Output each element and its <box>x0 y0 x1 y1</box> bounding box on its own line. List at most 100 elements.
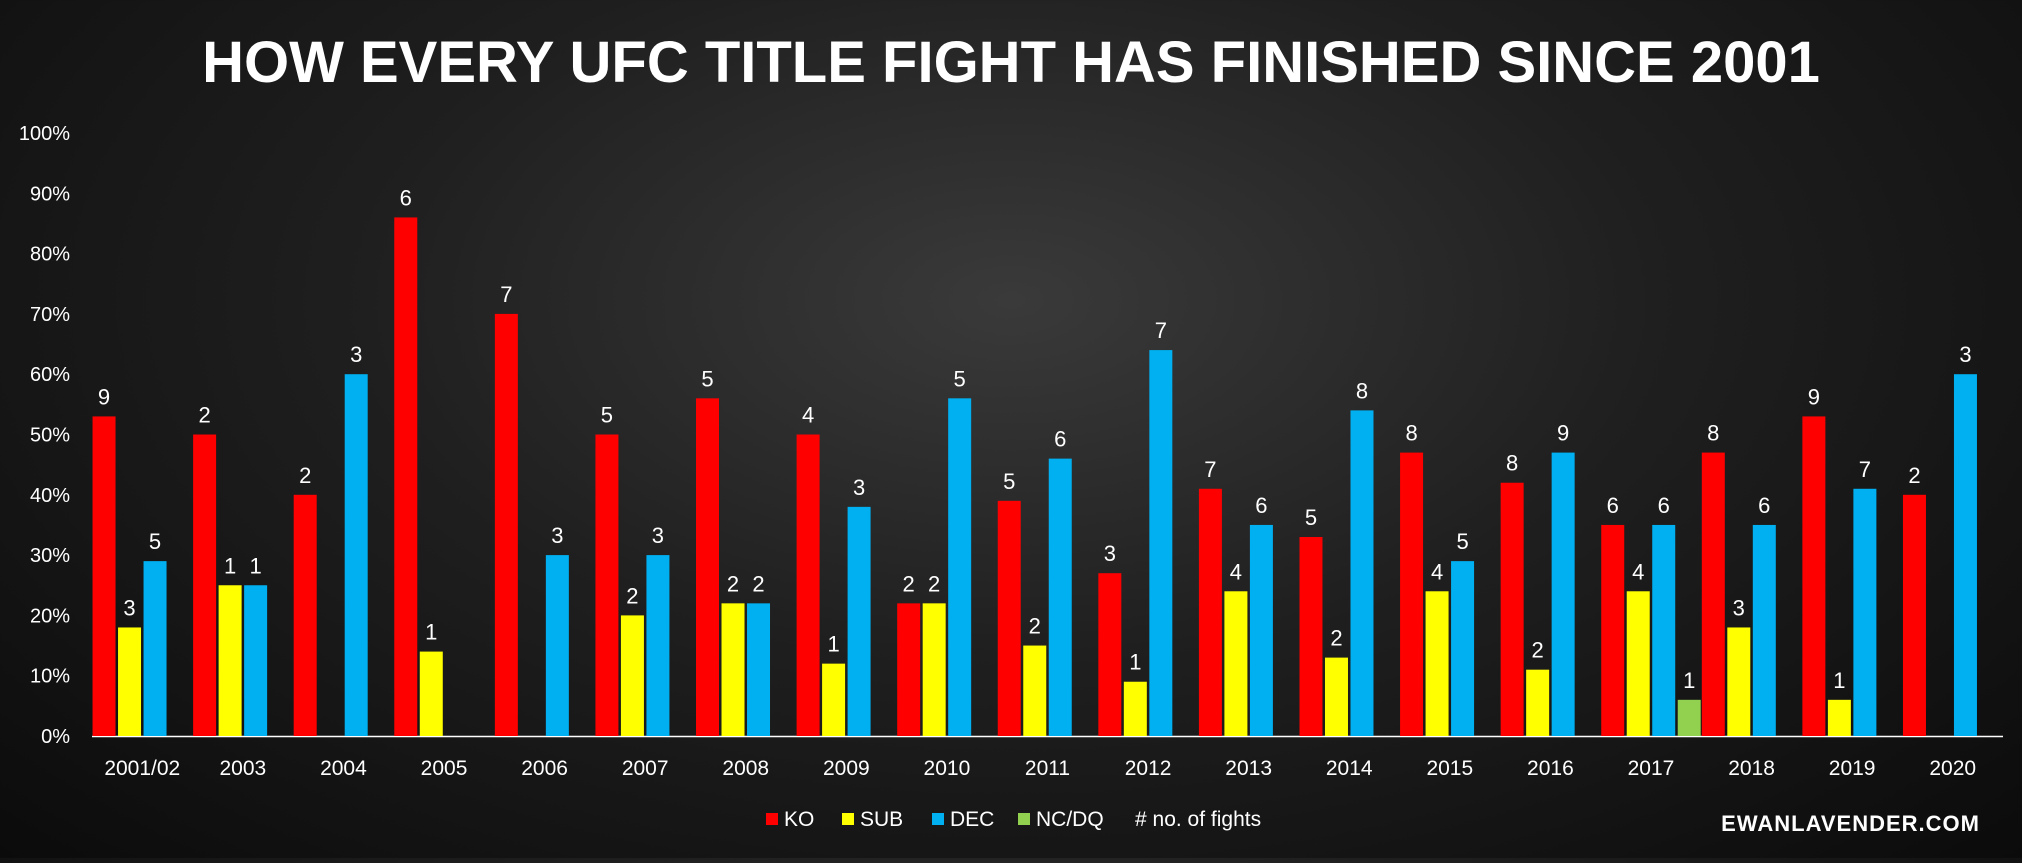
bar-ko <box>494 313 518 736</box>
data-label: 2 <box>1330 626 1342 651</box>
x-tick-label: 2013 <box>1225 757 1272 780</box>
data-label: 8 <box>1356 378 1368 403</box>
bar-sub <box>1224 591 1248 736</box>
data-label: 1 <box>827 632 839 657</box>
x-tick-label: 2008 <box>722 757 769 780</box>
bar-dec <box>143 561 167 736</box>
legend-swatch-ko <box>766 813 778 825</box>
bar-ko <box>92 416 116 736</box>
y-tick-label: 0% <box>41 726 70 748</box>
bar-ko <box>897 603 921 736</box>
x-tick-label: 2017 <box>1628 757 1675 780</box>
bar-dec <box>1752 524 1776 736</box>
x-tick-label: 2012 <box>1125 757 1172 780</box>
bar-sub <box>1827 699 1851 736</box>
bar-sub <box>1123 681 1147 736</box>
bar-dec <box>1350 410 1374 736</box>
data-label: 5 <box>149 529 161 554</box>
data-label: 2 <box>626 583 638 608</box>
chart-title: HOW EVERY UFC TITLE FIGHT HAS FINISHED S… <box>202 30 1820 95</box>
data-label: 6 <box>1054 427 1066 452</box>
data-label: 5 <box>1456 529 1468 554</box>
legend: KO SUB DEC NC/DQ # no. of fights <box>766 808 1261 831</box>
data-label: 1 <box>1683 668 1695 693</box>
data-label: 3 <box>652 523 664 548</box>
bar-sub <box>1626 591 1650 736</box>
data-label: 2 <box>1029 614 1041 639</box>
data-label: 3 <box>1959 342 1971 367</box>
data-label: 9 <box>98 384 110 409</box>
data-label: 3 <box>1733 595 1745 620</box>
data-label: 8 <box>1506 451 1518 476</box>
bar-sub <box>419 651 443 736</box>
data-label: 7 <box>1155 318 1167 343</box>
y-tick-label: 10% <box>30 666 70 688</box>
data-label: 8 <box>1707 421 1719 446</box>
bar-dec <box>1551 452 1575 736</box>
y-tick-label: 60% <box>30 364 70 386</box>
bar-sub <box>118 627 142 736</box>
bar-dec <box>344 374 368 736</box>
bar-ko <box>193 434 217 736</box>
x-tick-label: 2004 <box>320 757 367 780</box>
data-label: 1 <box>1833 668 1845 693</box>
y-tick-label: 20% <box>30 605 70 627</box>
bar-dec <box>1451 561 1475 736</box>
legend-swatch-nc-dq <box>1018 813 1030 825</box>
bar-ko <box>1601 524 1625 736</box>
data-label: 4 <box>802 403 814 428</box>
bar-sub <box>1425 591 1449 736</box>
y-tick-label: 70% <box>30 304 70 326</box>
x-tick-label: 2009 <box>823 757 870 780</box>
y-tick-label: 30% <box>30 545 70 567</box>
x-tick-label: 2016 <box>1527 757 1574 780</box>
legend-note: # no. of fights <box>1135 808 1261 831</box>
data-label: 7 <box>1859 457 1871 482</box>
data-label: 6 <box>400 185 412 210</box>
bar-dec <box>1048 458 1072 736</box>
x-tick-label: 2001/02 <box>104 757 180 780</box>
bar-sub <box>218 585 242 736</box>
data-label: 7 <box>500 282 512 307</box>
bar-sub <box>922 603 946 736</box>
bar-dec <box>244 585 268 736</box>
data-label: 3 <box>1104 541 1116 566</box>
bar-dec <box>1953 374 1977 736</box>
bar-dec <box>646 555 670 736</box>
y-tick-label: 100% <box>19 123 70 145</box>
bar-sub <box>1324 657 1348 736</box>
y-tick-label: 50% <box>30 425 70 447</box>
data-label: 2 <box>1532 638 1544 663</box>
bar-ko <box>1902 494 1926 736</box>
data-label: 3 <box>551 523 563 548</box>
data-label: 2 <box>198 403 210 428</box>
bar-dec <box>545 555 569 736</box>
data-label: 2 <box>752 571 764 596</box>
credit-text: EWANLAVENDER.COM <box>1721 811 1980 836</box>
bar-ko <box>1500 482 1524 736</box>
x-tick-label: 2018 <box>1728 757 1775 780</box>
data-label: 2 <box>299 463 311 488</box>
data-label: 1 <box>224 553 236 578</box>
data-label: 2 <box>1908 463 1920 488</box>
data-label: 4 <box>1431 559 1443 584</box>
data-label: 6 <box>1607 493 1619 518</box>
bars-group <box>92 217 1977 737</box>
bar-sub <box>1526 669 1550 736</box>
y-tick-label: 40% <box>30 485 70 507</box>
data-label: 4 <box>1230 559 1242 584</box>
bar-ko <box>595 434 619 736</box>
y-tick-label: 90% <box>30 183 70 205</box>
x-tick-label: 2006 <box>521 757 568 780</box>
legend-label: KO <box>784 808 814 831</box>
data-label: 2 <box>727 571 739 596</box>
bar-ko <box>1299 537 1323 736</box>
x-tick-label: 2007 <box>622 757 669 780</box>
data-label: 5 <box>1305 505 1317 530</box>
data-label: 1 <box>1129 650 1141 675</box>
data-label: 5 <box>701 366 713 391</box>
data-label: 7 <box>1204 457 1216 482</box>
bar-ko <box>1802 416 1826 736</box>
